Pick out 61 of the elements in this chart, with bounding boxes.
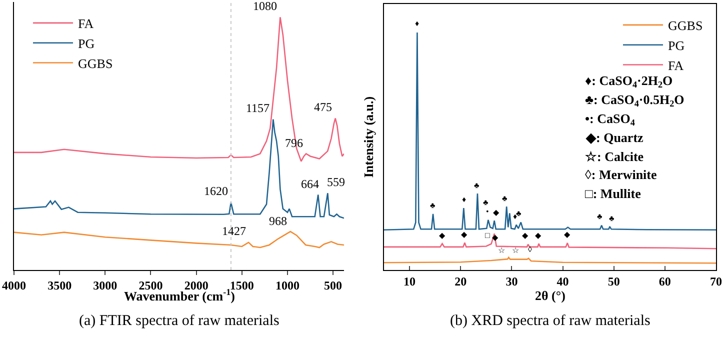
x-tick-label: 30 <box>506 274 518 288</box>
annotation: 968 <box>269 214 287 228</box>
x-tick-label: 50 <box>608 274 620 288</box>
legend-label: FA <box>78 16 94 32</box>
x-tick-label: 40 <box>556 274 569 288</box>
y-axis-title: Intensity (a.u.) <box>360 96 376 178</box>
x-axis-title: 2θ (°) <box>535 288 566 303</box>
annotation: ♣ <box>502 194 508 203</box>
annotation: ♣: CaSO$_{4}$·0.5H$_{2}$O <box>585 92 684 109</box>
legend-label: GGBS <box>78 56 113 71</box>
annotation: 559 <box>327 175 345 189</box>
x-tick-label: 1500 <box>230 278 254 292</box>
annotation: ◆ <box>535 231 542 240</box>
x-tick-label: 10 <box>404 274 416 288</box>
annotation: ☆ <box>512 246 519 255</box>
x-tick-label: 3500 <box>48 278 72 292</box>
annotation: ♣ <box>609 214 615 223</box>
annotation: ♣ <box>597 212 603 221</box>
annotation: ♦ <box>462 195 466 204</box>
annotation: ♦ <box>513 212 518 221</box>
x-tick-label: 70 <box>710 274 722 288</box>
x-tick-label: 2000 <box>184 278 208 292</box>
text: (b) XRD spectra of raw materials <box>450 313 650 329</box>
x-tick-label: 1000 <box>275 278 300 292</box>
annotation: ◆ <box>461 230 468 239</box>
annotation: ◊: Merwinite <box>585 167 657 182</box>
annotation: ◊ <box>528 245 532 254</box>
annotation: ◆ <box>564 230 571 239</box>
annotation: 1427 <box>222 224 246 238</box>
legend-label: GGBS <box>668 18 703 34</box>
text: (a) FTIR spectra of raw materials <box>79 313 280 329</box>
legend-label: PG <box>78 36 95 51</box>
annotation: 1157 <box>246 101 270 115</box>
annotation: ♣ <box>483 198 489 207</box>
annotation: 475 <box>314 100 332 114</box>
annotation: ♣ <box>516 209 522 218</box>
annotation: ♦ <box>415 19 420 28</box>
x-tick-label: 20 <box>454 274 467 288</box>
annotation: 1620 <box>204 184 228 198</box>
annotation: ◆ <box>493 208 500 217</box>
annotation: 1080 <box>253 0 277 13</box>
annotation: 664 <box>301 177 319 191</box>
annotation: ☆ <box>498 246 505 255</box>
annotation: •: CaSO$_{4}$ <box>585 111 636 128</box>
legend-label: PG <box>668 38 685 53</box>
annotation: □ <box>485 231 490 240</box>
x-tick-label: 60 <box>658 274 671 288</box>
legend-label: FA <box>668 58 684 73</box>
x-tick-label: 4000 <box>2 278 26 292</box>
annotation: ♦: CaSO$_{4}$·2H$_{2}$O <box>585 73 673 90</box>
annotation: ☆: Calcite <box>585 149 644 164</box>
annotation: ♣ <box>474 181 480 190</box>
annotation: ◆ <box>522 231 529 240</box>
annotation: ◆ <box>439 231 446 240</box>
x-tick-label: 3000 <box>93 278 118 292</box>
annotation: • <box>486 207 489 216</box>
annotation: ♣ <box>430 201 436 210</box>
annotation: ◆: Quartz <box>585 130 644 145</box>
annotation: □: Mullite <box>585 186 642 201</box>
x-tick-label: 500 <box>324 278 342 292</box>
annotation: ◆ <box>492 233 499 242</box>
